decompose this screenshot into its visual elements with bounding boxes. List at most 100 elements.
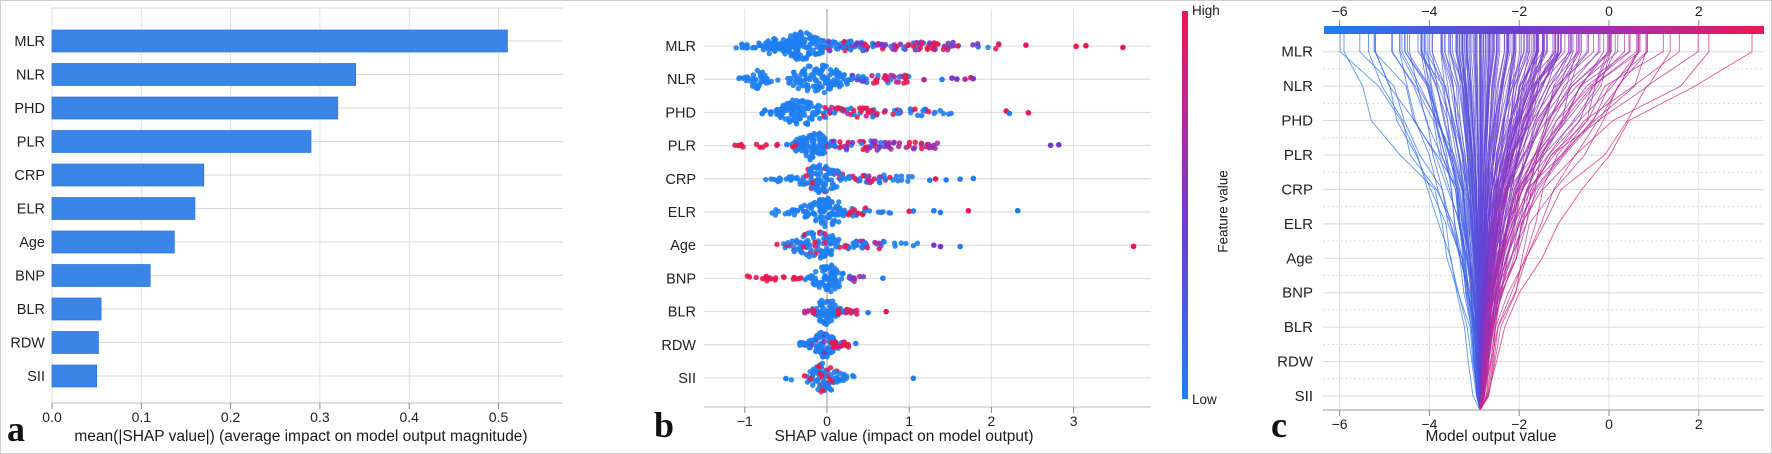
feature-label: PHD [1281,113,1313,130]
x-tick-label: 0.3 [310,409,330,425]
swarm-dot [792,72,798,78]
swarm-dot [814,177,820,183]
swarm-dot [848,39,854,45]
swarm-dot [905,173,912,180]
swarm-dot [838,276,845,282]
swarm-dot [753,141,760,148]
swarm-dot [801,308,808,314]
swarm-dot [818,214,824,220]
swarm-dot [807,368,813,375]
swarm-dot [924,45,930,51]
swarm-dot [823,263,829,270]
swarm-dot [806,211,812,217]
bar [51,230,175,254]
swarm-dot [780,241,787,247]
x-tick-label: 0.0 [42,409,62,425]
x-tick-label: −4 [1421,416,1437,432]
swarm-dot [886,209,892,216]
swarm-dot [818,329,824,336]
swarm-dot [813,278,819,285]
swarm-dot [773,207,779,213]
swarm-dot [891,74,898,80]
swarm-dot [783,176,790,182]
swarm-dot [871,176,877,182]
decision-line [1479,34,1639,410]
panel-c-feature-labels: MLR NLR PHD PLR CRP ELR Age BNP BLR RDW SII [1277,44,1314,405]
top-tick-label: 0 [1605,3,1613,19]
swarm-dot [835,46,841,52]
swarm-dot [830,334,836,341]
feature-label: Age [670,238,696,254]
top-tick-label: 2 [1695,3,1703,19]
swarm-dot [792,111,798,118]
swarm-dot [801,178,807,184]
swarm-dot [825,195,831,202]
panel-b: −1 0 1 2 3 MLR NLR PHD PLR CRP ELR Age BNP BLR RDW SII [661,9,1188,429]
bar [51,364,98,388]
swarm-dot [851,207,857,213]
swarm-outlier-dot [937,243,944,250]
swarm-dot [791,212,798,218]
swarm-dot [810,252,817,259]
swarm-dot [865,109,872,116]
swarm-dot [854,77,861,83]
x-tick-label: −1 [737,413,753,429]
swarm-dot [847,45,854,52]
swarm-dot [801,109,807,115]
swarm-dot [827,248,833,254]
swarm-dot [768,109,775,115]
x-tick-label: 2 [1695,416,1703,432]
swarm-dot [820,354,826,360]
swarm-dot [765,38,771,44]
swarm-dot [874,110,880,117]
swarm-dot [805,274,811,281]
swarm-dot [785,115,792,122]
swarm-dot [817,310,823,317]
swarm-outlier-dot [970,175,977,182]
swarm-dot [816,82,822,89]
swarm-dot [822,283,828,289]
swarm-dot [825,275,832,281]
swarm-dot [753,274,759,281]
swarm-dot [829,302,836,308]
swarm-outlier-dot [906,208,912,215]
swarm-dot [875,72,881,79]
bar [51,96,339,120]
swarm-dot [820,197,826,203]
swarm-dot [931,142,937,148]
swarm-dot [834,379,840,385]
swarm-dot [834,184,840,190]
swarm-dot [814,171,820,177]
swarm-dot [796,240,802,246]
swarm-dot [818,146,824,153]
swarm-dot [820,268,826,274]
swarm-dot [858,140,865,147]
swarm-dot [761,78,767,85]
swarm-dot [771,42,777,49]
swarm-dot [830,307,836,313]
swarm-dot [822,350,828,356]
colorbar-title: Feature value [1215,170,1231,253]
swarm-dot [914,112,921,119]
swarm-dot [795,104,801,111]
swarm-dot [910,43,917,49]
swarm-dot [813,268,819,275]
swarm-dot [974,40,981,47]
swarm-dot [898,240,904,246]
swarm-dot [805,203,811,210]
swarm-dot [793,175,799,182]
swarm-dot [881,109,888,115]
swarm-dot [826,170,833,177]
swarm-outlier-dot [1006,110,1013,117]
swarm-dot [818,388,824,395]
swarm-outlier-dot [852,340,859,347]
swarm-dot [733,45,739,51]
swarm-dot [810,202,816,208]
swarm-outlier-dot [783,375,789,382]
swarm-dot [844,81,850,87]
swarm-dot [829,181,836,187]
swarm-dot [839,73,846,79]
swarm-dot [789,238,795,244]
swarm-dot [784,142,790,148]
swarm-dot [825,166,831,172]
